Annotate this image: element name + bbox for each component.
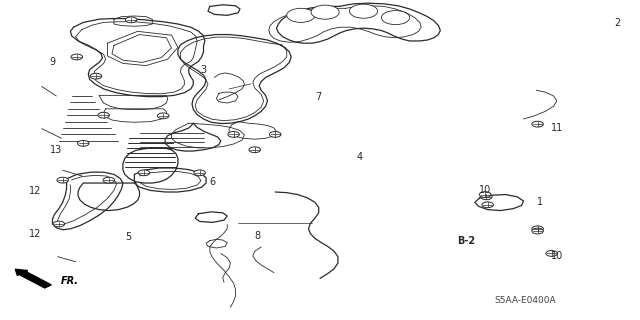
Circle shape xyxy=(90,73,102,79)
Polygon shape xyxy=(123,148,178,183)
Text: 4: 4 xyxy=(356,152,363,162)
Text: S5AA-E0400A: S5AA-E0400A xyxy=(494,296,556,305)
Circle shape xyxy=(532,121,543,127)
Circle shape xyxy=(479,192,491,197)
Text: 1: 1 xyxy=(536,196,543,207)
Text: 9: 9 xyxy=(49,57,56,68)
Circle shape xyxy=(481,194,492,200)
Circle shape xyxy=(138,170,150,176)
Text: 12: 12 xyxy=(29,228,42,239)
Polygon shape xyxy=(208,5,240,15)
Polygon shape xyxy=(178,35,291,124)
Polygon shape xyxy=(165,123,221,151)
Polygon shape xyxy=(108,31,178,66)
Circle shape xyxy=(349,4,378,18)
Circle shape xyxy=(269,132,281,137)
Text: 2: 2 xyxy=(614,18,621,28)
Text: 7: 7 xyxy=(316,92,322,102)
Circle shape xyxy=(228,132,239,137)
Text: 5: 5 xyxy=(125,232,131,242)
Circle shape xyxy=(103,177,115,183)
Text: 10: 10 xyxy=(550,251,563,261)
Circle shape xyxy=(546,251,557,256)
FancyArrow shape xyxy=(15,269,51,288)
Polygon shape xyxy=(216,92,238,103)
Text: 3: 3 xyxy=(200,65,207,76)
Circle shape xyxy=(381,11,410,25)
Circle shape xyxy=(532,226,543,232)
Circle shape xyxy=(482,202,493,208)
Polygon shape xyxy=(134,168,206,192)
Text: FR.: FR. xyxy=(61,276,79,286)
Polygon shape xyxy=(78,183,140,211)
Circle shape xyxy=(98,112,109,118)
Circle shape xyxy=(287,8,315,22)
Text: 11: 11 xyxy=(550,123,563,133)
Text: 6: 6 xyxy=(209,177,216,187)
Polygon shape xyxy=(475,195,524,211)
Circle shape xyxy=(249,147,260,153)
Circle shape xyxy=(311,5,339,19)
Circle shape xyxy=(53,221,65,227)
Circle shape xyxy=(194,170,205,176)
Polygon shape xyxy=(70,19,205,97)
Text: 13: 13 xyxy=(50,145,63,155)
Circle shape xyxy=(57,177,68,183)
Circle shape xyxy=(71,54,83,60)
Text: 12: 12 xyxy=(29,186,42,196)
Circle shape xyxy=(532,228,543,234)
Circle shape xyxy=(77,140,89,146)
Text: 8: 8 xyxy=(255,231,261,241)
Polygon shape xyxy=(276,3,440,43)
Polygon shape xyxy=(229,122,276,139)
Polygon shape xyxy=(195,212,227,222)
Circle shape xyxy=(125,17,137,23)
Circle shape xyxy=(157,113,169,119)
Polygon shape xyxy=(206,239,227,248)
Text: B-2: B-2 xyxy=(457,236,475,246)
Polygon shape xyxy=(52,172,123,230)
Text: 10: 10 xyxy=(479,185,492,196)
